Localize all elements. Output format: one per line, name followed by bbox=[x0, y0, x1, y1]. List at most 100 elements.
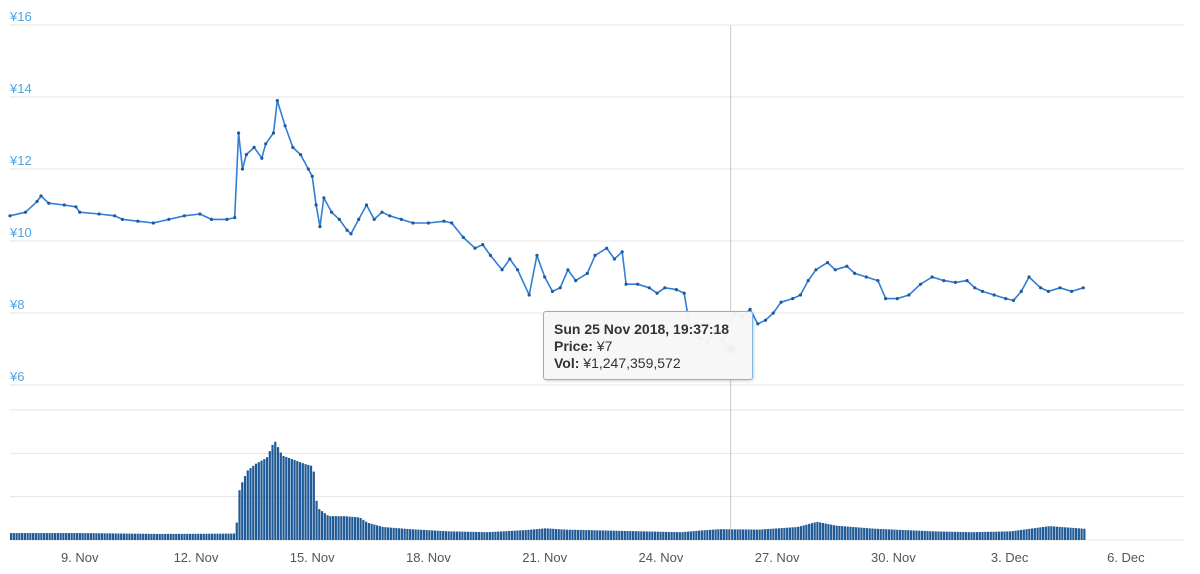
volume-bar bbox=[931, 531, 935, 540]
volume-bar bbox=[786, 527, 789, 540]
volume-bar bbox=[805, 524, 808, 540]
volume-bar bbox=[59, 533, 62, 540]
price-point bbox=[825, 261, 830, 265]
volume-bar bbox=[813, 522, 816, 540]
volume-bar bbox=[505, 531, 508, 540]
volume-bar bbox=[442, 531, 445, 540]
volume-bar bbox=[477, 532, 481, 540]
volume-bar bbox=[48, 533, 51, 540]
volume-bar bbox=[98, 533, 101, 540]
price-point bbox=[120, 217, 124, 221]
price-point bbox=[388, 214, 392, 218]
volume-bar bbox=[615, 530, 618, 540]
volume-bar bbox=[962, 532, 965, 540]
volume-bar bbox=[447, 531, 450, 540]
volume-bar bbox=[117, 533, 120, 540]
volume-bar bbox=[1000, 531, 1003, 540]
volume-bar bbox=[519, 530, 522, 540]
volume-bar bbox=[596, 530, 599, 540]
volume-bar bbox=[1055, 526, 1058, 540]
volume-bar bbox=[54, 533, 57, 540]
x-tick-label: 15. Nov bbox=[290, 550, 335, 565]
volume-bar bbox=[216, 533, 219, 540]
volume-bar bbox=[488, 532, 492, 540]
price-point bbox=[992, 293, 996, 297]
volume-bar bbox=[398, 528, 401, 540]
volume-bar bbox=[128, 533, 131, 540]
x-axis-tick-labels: 9. Nov 12. Nov 15. Nov 18. Nov 21. Nov 24. No… bbox=[61, 550, 1145, 565]
volume-bar bbox=[1006, 531, 1009, 540]
price-point bbox=[113, 214, 117, 218]
volume-bar bbox=[276, 447, 280, 540]
price-point bbox=[895, 297, 899, 301]
price-point bbox=[953, 280, 957, 284]
volume-bar bbox=[937, 531, 940, 540]
volume-bar bbox=[400, 528, 403, 540]
volume-bar bbox=[934, 531, 937, 540]
volume-bar bbox=[929, 531, 932, 540]
price-point bbox=[930, 275, 934, 279]
price-point bbox=[399, 217, 403, 221]
volume-bar bbox=[103, 533, 106, 540]
volume-bar bbox=[384, 527, 387, 540]
tooltip-vol-label: Vol: bbox=[554, 355, 580, 371]
volume-bar bbox=[109, 533, 112, 540]
volume-bar bbox=[309, 465, 313, 540]
price-series bbox=[8, 99, 1085, 344]
volume-bar bbox=[582, 530, 585, 540]
volume-bar bbox=[92, 533, 95, 540]
volume-bar bbox=[1050, 526, 1053, 540]
volume-bar bbox=[697, 530, 701, 540]
volume-bar bbox=[84, 533, 87, 540]
volume-bar bbox=[420, 529, 423, 540]
volume-bar bbox=[626, 530, 629, 540]
volume-bar bbox=[348, 516, 351, 540]
volume-bar bbox=[230, 533, 233, 540]
volume-bar bbox=[491, 531, 494, 540]
volume-bar bbox=[1077, 528, 1080, 540]
price-point bbox=[74, 205, 78, 209]
volume-bar bbox=[863, 527, 866, 540]
volume-bar bbox=[428, 530, 431, 540]
volume-bar bbox=[761, 529, 764, 540]
volume-bar bbox=[590, 530, 593, 540]
volume-bar bbox=[293, 460, 296, 540]
volume-bar bbox=[846, 526, 849, 540]
volume-bar bbox=[532, 529, 536, 540]
volume-bar bbox=[907, 530, 910, 540]
volume-bar bbox=[700, 530, 703, 540]
volume-bar bbox=[552, 528, 555, 540]
volume-bar bbox=[549, 528, 552, 540]
price-point bbox=[349, 232, 353, 236]
volume-bar bbox=[414, 529, 417, 540]
volume-bar bbox=[1022, 529, 1025, 540]
volume-bar bbox=[750, 529, 753, 540]
volume-bar bbox=[714, 529, 717, 540]
volume-bar bbox=[1014, 530, 1017, 540]
volume-bar bbox=[1019, 529, 1023, 540]
volume-bar bbox=[1047, 526, 1050, 540]
price-point bbox=[779, 300, 783, 304]
volume-bar bbox=[161, 533, 164, 540]
volume-bar bbox=[1069, 527, 1072, 540]
price-point bbox=[918, 282, 923, 286]
volume-bar bbox=[301, 463, 304, 540]
volume-bar bbox=[12, 533, 15, 540]
volume-bar bbox=[466, 531, 470, 540]
volume-bar bbox=[279, 452, 282, 540]
volume-bar bbox=[717, 529, 720, 540]
volume-bar bbox=[219, 533, 222, 540]
volume-bar bbox=[499, 531, 503, 540]
volume-bar bbox=[816, 521, 819, 540]
price-point bbox=[585, 271, 589, 275]
volume-bar bbox=[433, 530, 437, 540]
tooltip-vol-value: ¥1,247,359,572 bbox=[579, 355, 681, 371]
volume-bar bbox=[395, 528, 398, 540]
price-point bbox=[306, 167, 310, 171]
price-point bbox=[473, 246, 477, 250]
volume-bar bbox=[213, 533, 216, 540]
volume-bar bbox=[323, 513, 326, 540]
volume-bar bbox=[940, 531, 943, 540]
volume-bar bbox=[967, 532, 970, 540]
